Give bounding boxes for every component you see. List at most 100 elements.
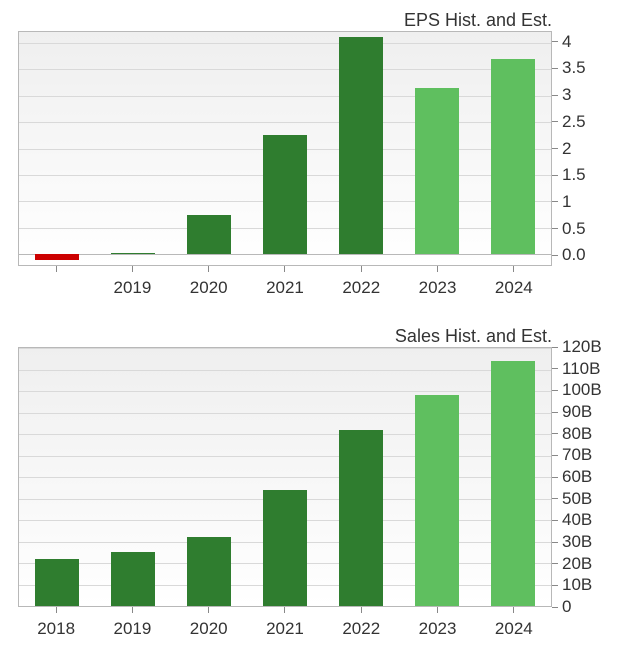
eps-y-tick: 4	[552, 32, 571, 52]
sales-gridline	[19, 606, 551, 607]
sales-y-tick-label: 100B	[558, 380, 602, 400]
sales-y-tick-label: 80B	[558, 424, 592, 444]
sales-plot-area	[18, 347, 552, 607]
eps-bars	[19, 32, 551, 265]
sales-y-tick-label: 60B	[558, 467, 592, 487]
sales-x-label-2021: 2021	[247, 613, 323, 639]
eps-y-tick: 3.5	[552, 58, 586, 78]
sales-y-tick: 20B	[552, 554, 592, 574]
eps-x-label-2024: 2024	[476, 272, 552, 298]
eps-y-tick-label: 4	[558, 32, 571, 52]
eps-y-tick-label: 2	[558, 139, 571, 159]
sales-y-tick: 50B	[552, 489, 592, 509]
sales-baseline	[19, 606, 551, 607]
sales-bar-2023	[415, 395, 459, 606]
eps-y-tick: 3	[552, 85, 571, 105]
sales-y-axis: 010B20B30B40B50B60B70B80B90B100B110B120B	[552, 347, 602, 607]
sales-y-tick: 10B	[552, 575, 592, 595]
eps-chart-title: EPS Hist. and Est.	[18, 10, 602, 31]
eps-y-tick: 1.5	[552, 165, 586, 185]
eps-chart: EPS Hist. and Est. 0.0 0.5 1 1.5 2 2.5 3 3.5 4 2…	[18, 10, 602, 298]
eps-bar-slot	[95, 32, 171, 265]
eps-y-tick: 2.5	[552, 112, 586, 132]
sales-y-tick-label: 50B	[558, 489, 592, 509]
sales-x-axis: 2018201920202021202220232024	[18, 613, 552, 639]
sales-bar-2019	[111, 552, 155, 606]
sales-y-tick-label: 10B	[558, 575, 592, 595]
eps-x-label-2021: 2021	[247, 272, 323, 298]
sales-bar-2022	[339, 430, 383, 606]
sales-y-tick-label: 110B	[558, 359, 600, 379]
sales-plot-row: 010B20B30B40B50B60B70B80B90B100B110B120B	[18, 347, 602, 607]
sales-bar-2021	[263, 490, 307, 606]
sales-bar-slot	[171, 348, 247, 606]
eps-bar-2021	[263, 135, 307, 254]
sales-bar-2018	[35, 559, 79, 606]
eps-bar-2024	[491, 59, 535, 255]
sales-bar-2020	[187, 537, 231, 606]
sales-x-label-2024: 2024	[476, 613, 552, 639]
eps-x-tick-mark	[56, 266, 57, 272]
sales-y-tick-label: 120B	[558, 337, 602, 357]
sales-y-tick-label: 20B	[558, 554, 592, 574]
sales-y-tick-label: 70B	[558, 445, 592, 465]
eps-y-tick-label: 0.0	[558, 245, 586, 265]
eps-y-tick-label: 0.5	[558, 219, 586, 239]
sales-y-tick-label: 90B	[558, 402, 592, 422]
sales-y-tick: 90B	[552, 402, 592, 422]
eps-y-tick: 0.0	[552, 245, 586, 265]
sales-y-tick: 70B	[552, 445, 592, 465]
eps-bar-2018	[35, 254, 79, 259]
sales-bars	[19, 348, 551, 606]
sales-x-label-2022: 2022	[323, 613, 399, 639]
eps-x-label-2020: 2020	[171, 272, 247, 298]
eps-y-tick-label: 3.5	[558, 58, 586, 78]
eps-y-tick-label: 1	[558, 192, 571, 212]
sales-y-tick: 40B	[552, 510, 592, 530]
sales-y-tick: 110B	[552, 359, 600, 379]
sales-bar-slot	[475, 348, 551, 606]
sales-bar-slot	[399, 348, 475, 606]
sales-y-tick: 60B	[552, 467, 592, 487]
sales-bar-slot	[95, 348, 171, 606]
sales-bar-slot	[19, 348, 95, 606]
sales-y-tick-label: 0	[558, 597, 571, 617]
eps-y-axis: 0.0 0.5 1 1.5 2 2.5 3 3.5 4	[552, 31, 602, 266]
sales-y-tick: 120B	[552, 337, 602, 357]
eps-x-axis: 2018201920202021202220232024	[18, 272, 552, 298]
eps-y-tick-label: 1.5	[558, 165, 586, 185]
eps-y-tick: 0.5	[552, 219, 586, 239]
eps-bar-slot	[323, 32, 399, 265]
sales-y-tick-label: 40B	[558, 510, 592, 530]
eps-x-label-2019: 2019	[94, 272, 170, 298]
chart-spacer	[18, 298, 602, 326]
eps-y-tick: 1	[552, 192, 571, 212]
eps-x-label-2023: 2023	[399, 272, 475, 298]
eps-x-tick-mark-slot	[18, 266, 94, 272]
eps-bar-2022	[339, 37, 383, 254]
eps-bar-2020	[187, 215, 231, 255]
sales-bar-slot	[247, 348, 323, 606]
page: EPS Hist. and Est. 0.0 0.5 1 1.5 2 2.5 3 3.5 4 2…	[0, 0, 620, 660]
eps-bar-slot	[19, 32, 95, 265]
eps-y-tick-label: 3	[558, 85, 571, 105]
eps-y-tick-label: 2.5	[558, 112, 586, 132]
sales-y-tick-label: 30B	[558, 532, 592, 552]
sales-y-tick: 30B	[552, 532, 592, 552]
sales-chart: Sales Hist. and Est. 010B20B30B40B50B60B…	[18, 326, 602, 639]
eps-y-tick: 2	[552, 139, 571, 159]
sales-x-label-2019: 2019	[94, 613, 170, 639]
sales-x-label-2020: 2020	[171, 613, 247, 639]
eps-bar-slot	[399, 32, 475, 265]
sales-chart-title: Sales Hist. and Est.	[18, 326, 602, 347]
sales-y-tick: 100B	[552, 380, 602, 400]
sales-bar-2024	[491, 361, 535, 606]
eps-bar-slot	[475, 32, 551, 265]
sales-y-tick: 80B	[552, 424, 592, 444]
sales-bar-slot	[323, 348, 399, 606]
eps-bar-slot	[247, 32, 323, 265]
eps-x-label-2022: 2022	[323, 272, 399, 298]
eps-bar-2023	[415, 88, 459, 255]
eps-plot-row: 0.0 0.5 1 1.5 2 2.5 3 3.5 4	[18, 31, 602, 266]
sales-x-label-2018: 2018	[18, 613, 94, 639]
